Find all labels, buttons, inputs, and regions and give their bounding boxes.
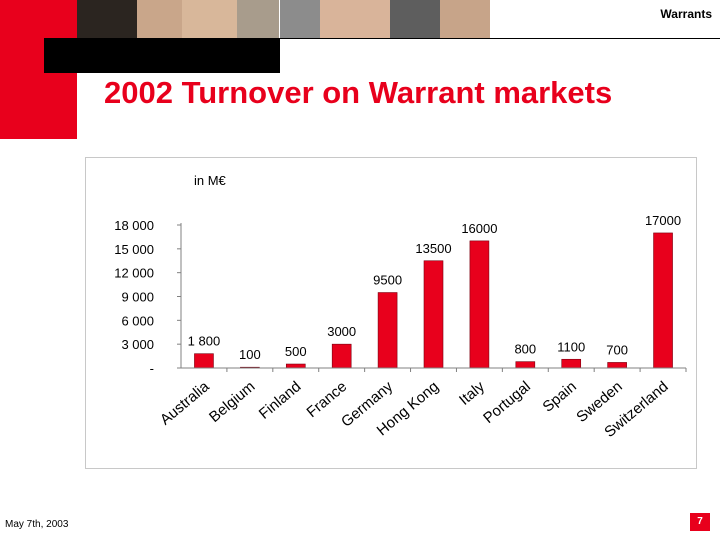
data-label: 13500 [415,241,451,256]
slide-title: 2002 Turnover on Warrant markets [104,75,613,110]
x-tick-label: Portugal [480,378,534,427]
section-label: Warrants [660,7,712,21]
bar-germany [377,292,398,369]
photo-person-7 [390,0,440,38]
header-photo-left [77,0,279,38]
data-label: 1 800 [188,334,221,349]
x-tick-label: Finland [256,378,305,423]
y-tick-label: 3 000 [121,337,154,352]
photo-person-2 [137,0,182,38]
chart-frame: in M€ - 3 000 6 000 9 000 12 000 15 000 18 000… [85,157,697,469]
y-tick-label: 12 000 [114,266,154,281]
photo-person-3 [182,0,237,38]
bar-italy [469,240,490,369]
bar-australia [194,353,214,369]
y-tick-label: 6 000 [121,313,154,328]
data-label: 800 [514,342,536,357]
photo-person-1 [77,0,137,38]
footer-date: May 7th, 2003 [5,519,69,530]
photo-person-5 [280,0,320,38]
photo-person-4 [237,0,279,38]
photo-person-6 [320,0,390,38]
y-tick-label: - [150,361,154,376]
bar-sweden [607,362,627,369]
header-photo-right [280,0,490,38]
x-tick-label: Australia [157,378,213,429]
photo-person-8 [440,0,490,38]
bar-france [331,343,352,369]
data-label: 500 [285,344,307,359]
bar-switzerland [653,232,673,369]
bar-hong-kong [423,260,444,369]
bar-finland [285,363,306,369]
header-black-bar [44,38,280,73]
bar-spain [561,358,582,369]
x-tick-label: Belgium [206,378,258,426]
bar-portugal [515,361,536,369]
data-labels: 1 800 100 500 3000 9500 13500 16000 800 1100 700 1… [188,213,681,362]
bar-chart: in M€ - 3 000 6 000 9 000 12 000 15 000 18 000… [114,173,687,441]
data-label: 9500 [373,273,402,288]
x-tick-label: Spain [539,378,579,416]
y-axis: - 3 000 6 000 9 000 12 000 15 000 18 000 [114,218,182,376]
y-tick-label: 9 000 [121,290,154,305]
header-rule [280,38,720,39]
y-tick-label: 18 000 [114,218,154,233]
x-tick-label: Italy [456,378,488,409]
data-label: 700 [606,342,628,357]
chart-unit-label: in M€ [194,173,227,188]
y-tick-label: 15 000 [114,242,154,257]
data-label: 16000 [461,221,497,236]
data-label: 17000 [645,213,681,228]
data-label: 1100 [557,339,585,354]
data-label: 100 [239,347,261,362]
bars [194,232,673,369]
page-number: 7 [690,513,710,531]
data-label: 3000 [327,324,356,339]
